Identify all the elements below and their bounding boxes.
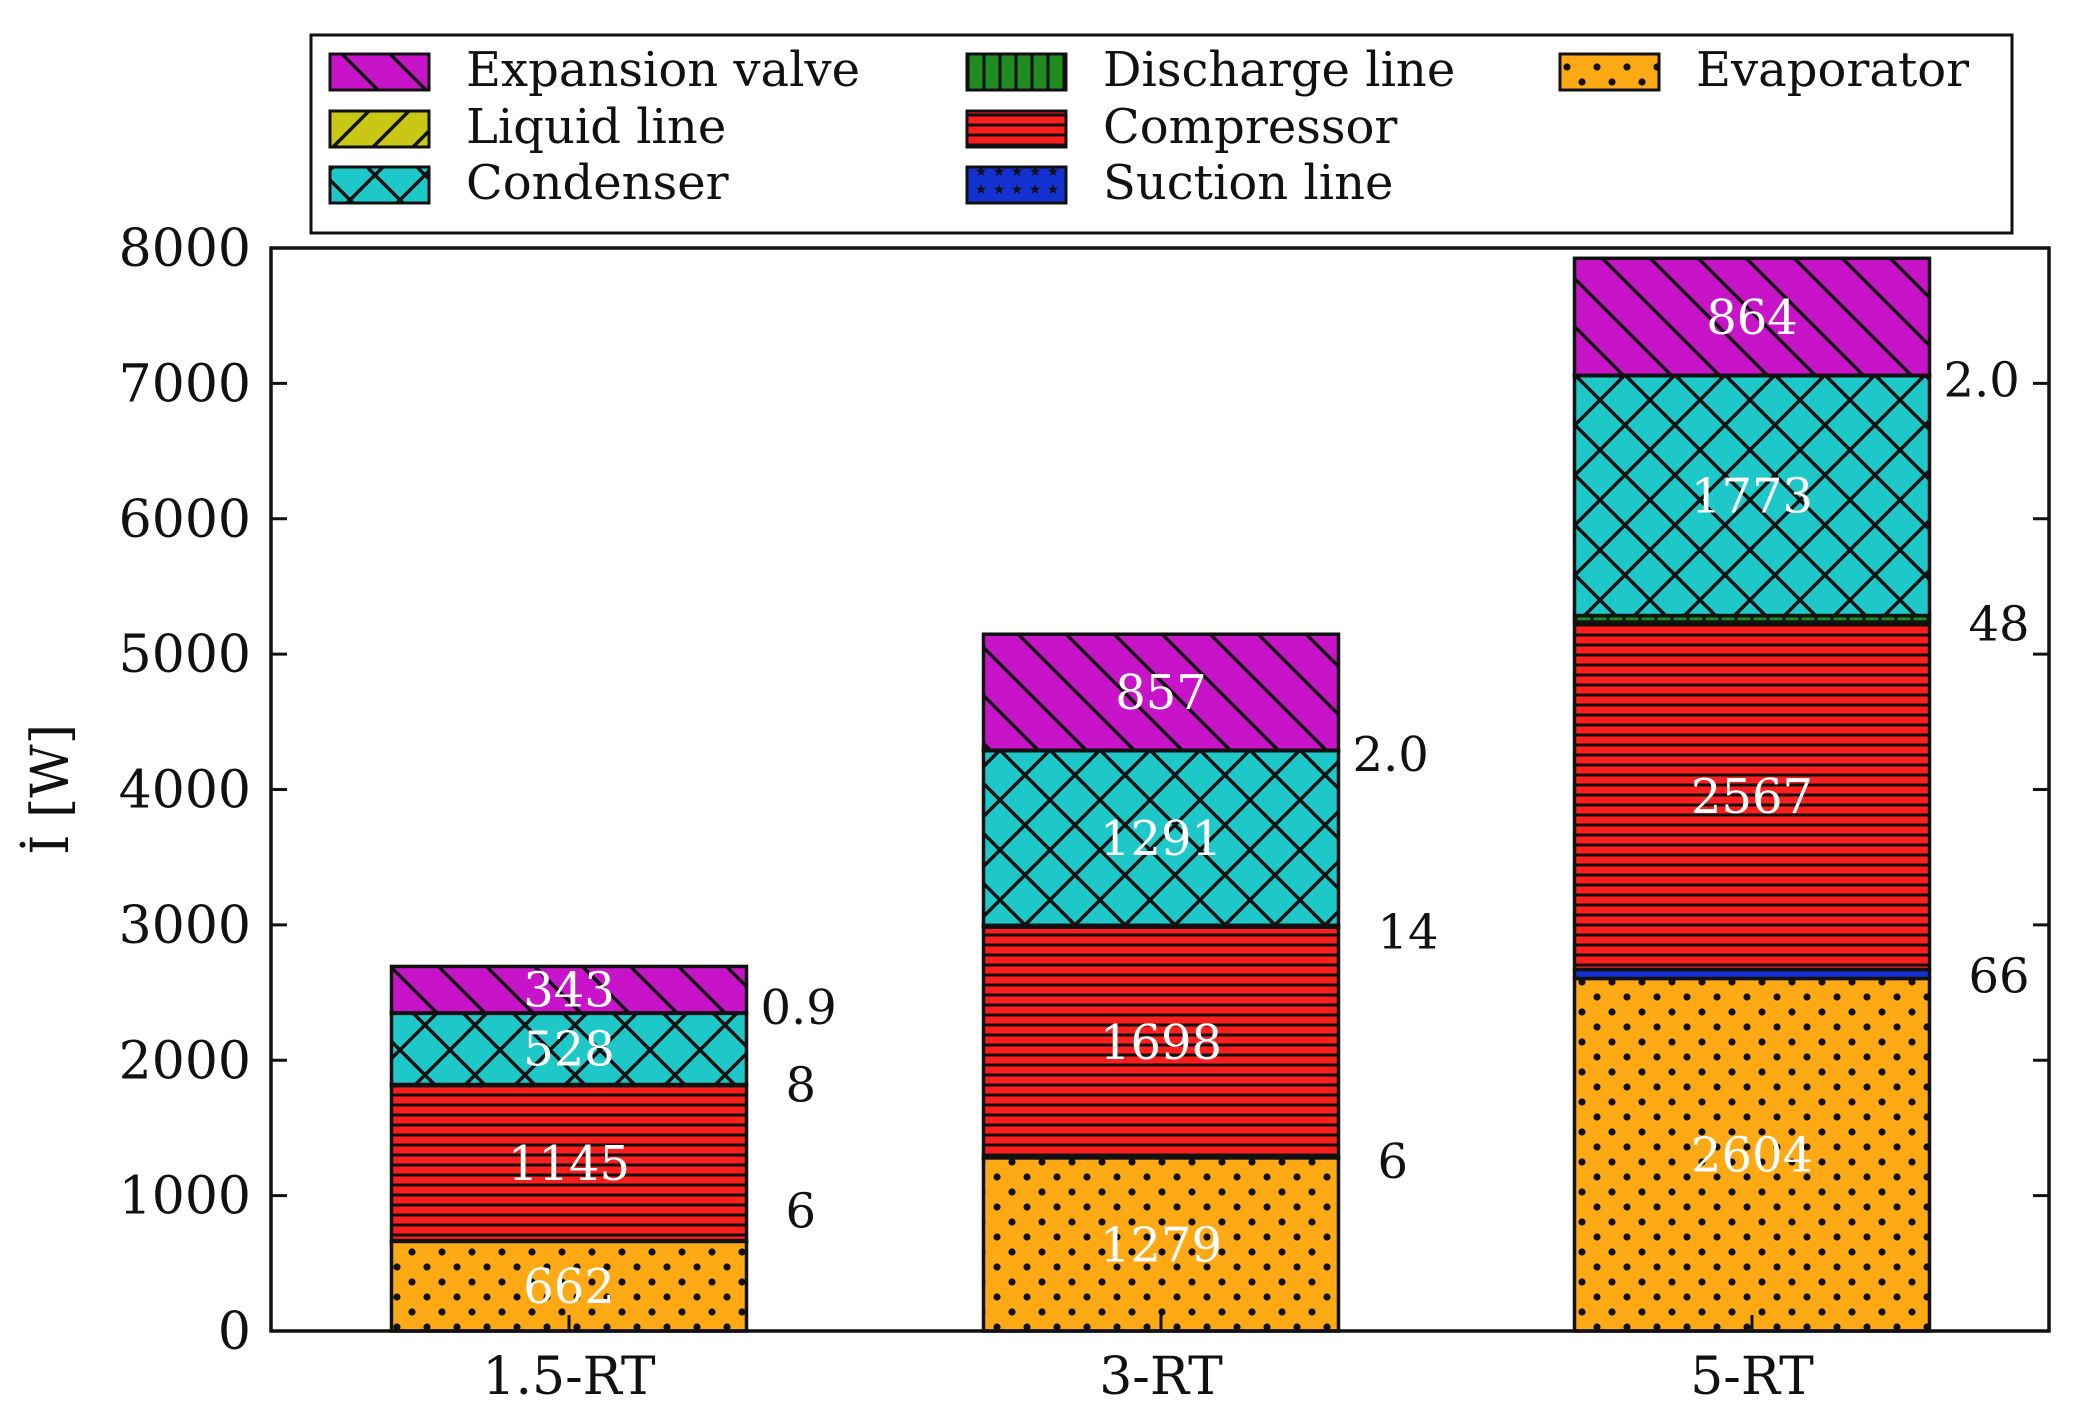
bar-5-rt-condenser [1572, 373, 1932, 618]
legend-box [309, 33, 2014, 235]
bar-3-rt-expansion-valve [981, 632, 1341, 752]
y-tick-label-5000: 5000 [119, 625, 251, 685]
legend-label-expansion-valve: Expansion valve [466, 42, 860, 98]
data-label-3-rt-evaporator: 1279 [1100, 1217, 1222, 1273]
y-axis-label: İ [W] [20, 724, 81, 855]
data-label-3-rt-compressor: 1698 [1100, 1015, 1222, 1071]
y-tick-label-0: 0 [218, 1302, 251, 1362]
x-tick-label-3-rt: 3-RT [1099, 1347, 1223, 1407]
legend-label-discharge-line: Discharge line [1103, 42, 1455, 98]
legend-item-condenser: Condenser [328, 155, 729, 211]
bar-stack-5-rt [1572, 256, 1932, 1333]
legend-item-compressor: Compressor [965, 99, 1397, 155]
data-label-5-rt-compressor: 2567 [1691, 769, 1813, 825]
data-label-1-5-rt-condenser: 528 [523, 1022, 615, 1078]
y-tick-label-7000: 7000 [119, 354, 251, 414]
x-tick-label-5-rt: 5-RT [1690, 1347, 1814, 1407]
data-label-1-5-rt-compressor: 1145 [508, 1136, 630, 1192]
data-label-1-5-rt-evaporator: 662 [523, 1259, 615, 1315]
bar-1-5-rt-expansion-valve [389, 964, 749, 1015]
data-label-1-5-rt-discharge-line: 8 [786, 1057, 817, 1113]
y-tick-label-6000: 6000 [119, 490, 251, 550]
y-tick-label-1000: 1000 [119, 1167, 251, 1227]
axes: 0 1000 2000 3000 4000 5000 6000 7000 8000 1.5-RT 3… [20, 219, 2051, 1407]
legend-label-compressor: Compressor [1103, 99, 1397, 155]
data-label-5-rt-suction-line: 66 [1969, 949, 2030, 1005]
data-label-5-rt-condenser: 1773 [1691, 469, 1813, 525]
bar-stack-1-5-rt [389, 964, 749, 1333]
legend-swatch-evaporator [1558, 52, 1661, 92]
data-label-3-rt-liquid-line: 2.0 [1353, 727, 1429, 783]
data-label-3-rt-suction-line: 6 [1378, 1134, 1409, 1190]
bar-5-rt-expansion-valve [1572, 256, 1932, 378]
legend-label-liquid-line: Liquid line [466, 99, 726, 155]
data-label-5-rt-discharge-line: 48 [1969, 597, 2030, 653]
data-label-3-rt-discharge-line: 14 [1378, 904, 1439, 960]
data-label-3-rt-expansion-valve: 857 [1115, 665, 1207, 721]
data-label-5-rt-evaporator: 2604 [1691, 1128, 1813, 1184]
legend-label-suction-line: Suction line [1103, 155, 1393, 211]
bars [389, 256, 1932, 1333]
y-tick-label-8000: 8000 [119, 219, 251, 279]
legend-swatch-condenser [328, 165, 431, 205]
y-tick-label-4000: 4000 [119, 761, 251, 821]
legend-item-expansion-valve: Expansion valve [328, 42, 860, 98]
data-labels: 662 6 1145 8 528 0.9 343 1279 6 1698 14 1291 2.0 857 2… [508, 290, 2030, 1315]
y-tick-label-3000: 3000 [119, 896, 251, 956]
legend-swatch-discharge-line [965, 52, 1068, 92]
legend-swatch-expansion-valve [328, 52, 431, 92]
legend-swatch-liquid-line [328, 109, 431, 149]
legend-label-condenser: Condenser [466, 155, 729, 211]
bar-5-rt-evaporator [1572, 976, 1932, 1333]
data-label-3-rt-condenser: 1291 [1100, 811, 1222, 867]
bar-3-rt-compressor [981, 925, 1341, 1159]
data-label-1-5-rt-expansion-valve: 343 [523, 963, 615, 1019]
legend-swatch-suction-line [965, 165, 1068, 205]
legend-item-evaporator: Evaporator [1558, 42, 1969, 98]
data-label-1-5-rt-liquid-line: 0.9 [761, 980, 837, 1036]
bar-5-rt-compressor [1572, 620, 1932, 972]
legend-label-evaporator: Evaporator [1696, 42, 1969, 98]
data-label-5-rt-expansion-valve: 864 [1706, 290, 1798, 346]
bar-1-5-rt-compressor [389, 1083, 749, 1243]
legend-swatch-compressor [965, 109, 1068, 149]
legend-item-liquid-line: Liquid line [328, 99, 726, 155]
data-label-1-5-rt-suction-line: 6 [786, 1184, 817, 1240]
legend-item-suction-line: Suction line [965, 155, 1393, 211]
data-label-5-rt-liquid-line: 2.0 [1944, 352, 2020, 408]
x-tick-label-1-5-rt: 1.5-RT [482, 1347, 656, 1407]
legend-item-discharge-line: Discharge line [965, 42, 1455, 98]
bar-3-rt-condenser [981, 748, 1341, 928]
y-tick-label-2000: 2000 [119, 1031, 251, 1091]
